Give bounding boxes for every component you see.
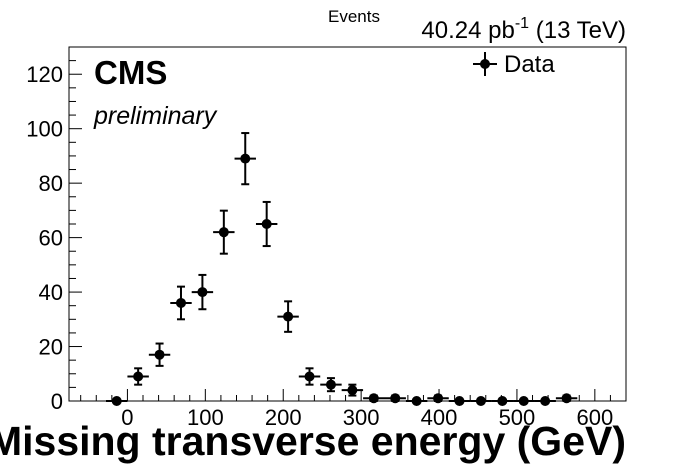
data-point [454,396,465,406]
data-point [497,396,508,406]
y-tick-label: 40 [39,280,63,305]
lumi-value: 40.24 pb [421,17,514,44]
data-point [390,393,401,404]
data-point [433,393,444,404]
x-tick-label: 400 [421,405,458,430]
y-tick-label: 80 [39,171,63,196]
data-point [561,393,572,404]
experiment-label: CMS [94,54,167,91]
x-tick-label: 100 [187,405,224,430]
data-point [133,371,144,382]
y-tick-label: 60 [39,226,63,251]
lumi-label: 40.24 pb-1 (13 TeV) [421,15,626,44]
data-point [540,396,551,406]
data-point [518,396,529,406]
data-point [261,219,272,229]
y-tick-label: 120 [26,62,63,87]
data-point [111,396,122,406]
data-point [175,297,186,308]
legend-entry-data: Data [504,51,555,78]
data-point [283,311,294,322]
legend: Data [473,51,555,78]
data-point [240,153,251,164]
data-point [304,371,315,382]
x-tick-label: 0 [121,405,133,430]
data-point [218,227,229,238]
data-point [368,393,379,404]
y-tick-label: 0 [51,389,63,414]
data-point [197,287,208,298]
x-tick-label: 500 [499,405,536,430]
lumi-exponent: -1 [515,15,529,32]
x-tick-label: 600 [576,405,613,430]
data-point [154,349,165,360]
data-point [325,379,336,390]
data-series [106,132,578,406]
y-tick-label: 20 [39,335,63,360]
legend-marker [480,59,490,69]
plot-frame [68,46,627,402]
x-tick-label: 300 [343,405,380,430]
y-tick-label: 100 [26,117,63,142]
x-axis-title: Missing transverse energy (GeV) [0,418,626,464]
data-point [411,396,422,406]
y-axis: 0 20 40 60 80 100 120 [26,46,82,414]
lumi-energy: (13 TeV) [529,17,626,44]
x-axis: 0 100 200 300 400 500 600 [80,389,613,430]
data-point [347,385,358,396]
status-label: preliminary [93,102,218,130]
x-tick-label: 200 [265,405,302,430]
y-axis-title: Events [328,7,380,26]
data-point [475,396,486,406]
